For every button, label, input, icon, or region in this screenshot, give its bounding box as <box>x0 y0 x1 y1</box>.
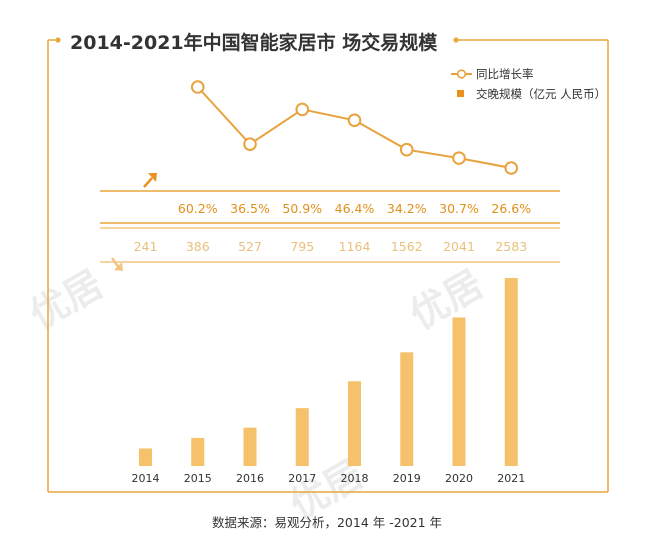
growth-label-2016: 36.5% <box>230 201 270 216</box>
bar-2020 <box>452 317 466 466</box>
growth-label-2018: 46.4% <box>335 201 375 216</box>
legend-bar-marker <box>457 90 464 97</box>
bar-2016 <box>243 427 257 466</box>
growth-label-2021: 26.6% <box>491 201 531 216</box>
bar-2021 <box>504 278 518 466</box>
bar-2017 <box>295 408 309 466</box>
value-label-2020: 2041 <box>443 239 475 254</box>
growth-line <box>190 80 519 175</box>
watermark: 优居 <box>23 262 111 338</box>
legend: 同比增长率 交晚规模（亿元 人民币） <box>451 67 606 101</box>
watermark: 优居 <box>403 262 491 338</box>
source-note: 数据来源：易观分析，2014 年 -2021 年 <box>212 515 442 530</box>
x-tick-label-2021: 2021 <box>497 472 525 485</box>
x-tick-label-2016: 2016 <box>236 472 264 485</box>
growth-label-2017: 50.9% <box>282 201 322 216</box>
growth-point-2020 <box>452 151 466 165</box>
arrow-down-head <box>114 262 123 271</box>
x-tick-label-2014: 2014 <box>132 472 160 485</box>
growth-point-2016 <box>243 137 257 151</box>
value-label-2019: 1562 <box>391 239 423 254</box>
x-tick-label-2018: 2018 <box>341 472 369 485</box>
x-tick-label-2015: 2015 <box>184 472 212 485</box>
x-axis-ticks: 2014 2015 2016 2017 2018 2019 2020 2021 <box>132 472 526 485</box>
growth-point-2017 <box>295 102 310 117</box>
legend-line-point <box>456 69 467 79</box>
arrow-up-icon <box>143 177 153 188</box>
x-tick-label-2019: 2019 <box>393 472 421 485</box>
growth-labels: 60.2% 36.5% 50.9% 46.4% 34.2% 30.7% 26.6% <box>178 201 531 216</box>
value-label-2018: 1164 <box>339 239 371 254</box>
growth-point-2018 <box>347 113 362 128</box>
legend-label-scale: 交晚规模（亿元 人民币） <box>476 87 606 101</box>
bar-2015 <box>191 437 205 466</box>
dividers <box>100 173 560 271</box>
frame-dot-right <box>453 37 459 43</box>
bar-2019 <box>400 352 414 466</box>
arrow-up-head <box>148 173 157 182</box>
value-label-2014: 241 <box>134 239 158 254</box>
legend-label-growth: 同比增长率 <box>476 67 534 81</box>
x-tick-label-2020: 2020 <box>445 472 473 485</box>
bars <box>139 278 518 466</box>
x-tick-label-2017: 2017 <box>288 472 316 485</box>
value-label-2016: 527 <box>238 239 262 254</box>
bar-2014 <box>139 448 152 466</box>
growth-point-2019 <box>399 142 414 157</box>
growth-point-2021 <box>504 161 519 175</box>
watermarks: 优居 优居 优居 <box>23 262 491 528</box>
growth-label-2019: 34.2% <box>387 201 427 216</box>
growth-label-2015: 60.2% <box>178 201 218 216</box>
bar-2018 <box>348 381 361 466</box>
value-label-2017: 795 <box>290 239 314 254</box>
chart-frame <box>47 37 609 493</box>
value-label-2015: 386 <box>186 239 210 254</box>
growth-point-2015 <box>190 80 205 94</box>
value-label-2021: 2583 <box>495 239 527 254</box>
chart-title: 2014-2021年中国智能家居市 场交易规模 <box>70 31 438 54</box>
frame-dot-left <box>55 37 61 43</box>
growth-label-2020: 30.7% <box>439 201 479 216</box>
value-labels: 241 386 527 795 1164 1562 2041 2583 <box>134 239 528 254</box>
